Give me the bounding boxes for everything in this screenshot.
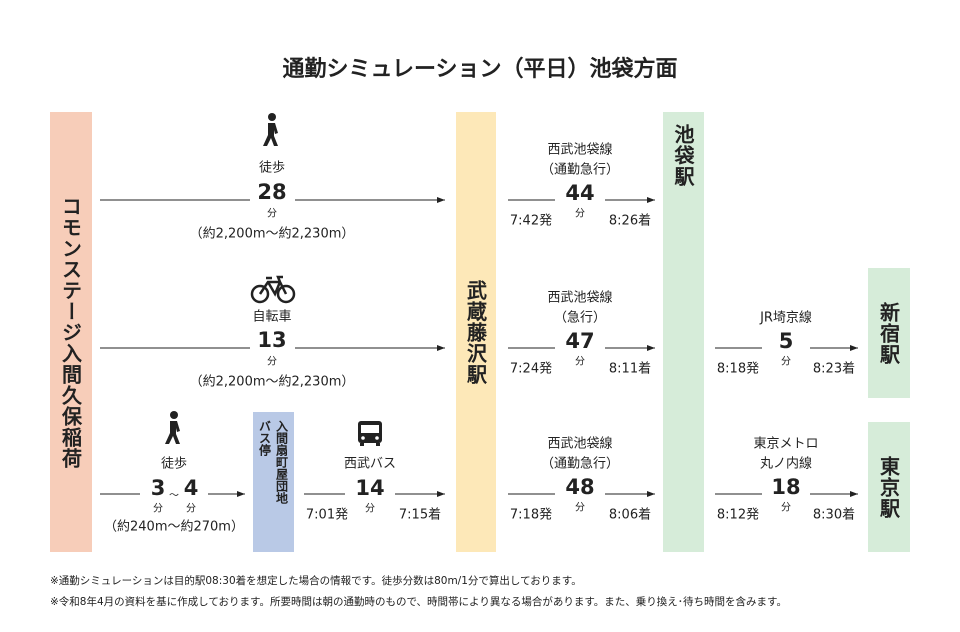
line-name: 西武池袋線: [547, 290, 613, 306]
minutes: 3: [150, 476, 166, 500]
bus-stop-line: バス停: [257, 420, 272, 456]
unit: 分: [267, 356, 277, 368]
minutes: 18: [771, 475, 801, 499]
bus-icon: [358, 421, 382, 446]
minutes: 47: [565, 329, 595, 353]
arrive: 8:26着: [608, 213, 652, 229]
unit: 分: [575, 356, 585, 368]
bus-stop-line: 入間扇町屋団地: [274, 420, 289, 504]
note: ※令和8年4月の資料を基に作成しております。所要時間は朝の通勤時のもので、時間帯…: [50, 596, 787, 608]
station-label: 武蔵藤沢駅: [463, 279, 488, 385]
unit: 分: [781, 502, 791, 514]
mode: 徒歩: [160, 456, 188, 472]
note: ※通勤シミュレーションは目的駅08:30着を想定した場合の情報です。徒歩分数は8…: [50, 575, 582, 587]
mode: 徒歩: [258, 160, 286, 176]
station-box: 東京駅: [868, 422, 910, 552]
depart: 7:42発: [509, 213, 553, 229]
depart: 8:18発: [716, 361, 760, 377]
line-name: （急行）: [553, 310, 607, 326]
unit: 分: [575, 208, 585, 220]
bus-stop-label: 入間扇町屋団地 バス停: [257, 420, 291, 504]
arrow-lines: [100, 197, 858, 497]
station-box: 武蔵藤沢駅: [456, 112, 496, 552]
arrive: 8:23着: [812, 361, 856, 377]
depart: 8:12発: [716, 507, 760, 523]
separator: ～: [169, 490, 179, 502]
minutes: 14: [355, 476, 385, 500]
line-name: （通勤急行）: [540, 456, 620, 472]
unit: 分: [575, 502, 585, 514]
station-label: 東京駅: [876, 455, 901, 519]
station-label: 新宿駅: [876, 301, 901, 365]
distance: （約2,200m～約2,230m）: [189, 226, 355, 242]
line-name: 西武池袋線: [547, 142, 613, 158]
unit: 分: [365, 503, 375, 515]
minutes: 13: [257, 328, 287, 352]
station-box: コモンステージ入間久保稲荷: [50, 112, 92, 552]
line-name: （通勤急行）: [540, 162, 620, 178]
minutes: 5: [778, 329, 794, 353]
minutes: 44: [565, 181, 595, 205]
walk-icon: [165, 411, 180, 444]
line-name: JR埼京線: [760, 310, 812, 326]
unit: 分: [153, 503, 163, 515]
unit: 分: [186, 503, 196, 515]
depart: 7:18発: [509, 507, 553, 523]
arrive: 8:06着: [608, 507, 652, 523]
distance: （約240m～約270m）: [104, 519, 244, 535]
station-box: 池袋駅: [663, 112, 704, 552]
depart: 7:01発: [305, 507, 349, 523]
mode: 自転車: [252, 309, 292, 325]
line-name: 西武バス: [343, 456, 397, 472]
walk-icon: [263, 113, 278, 146]
distance: （約2,200m～約2,230m）: [189, 374, 355, 390]
bus-stop-box: 入間扇町屋団地 バス停: [253, 412, 294, 552]
title: 通勤シミュレーション（平日）池袋方面: [282, 57, 678, 82]
arrive: 8:11着: [608, 361, 652, 377]
line-name: 丸ノ内線: [759, 456, 813, 472]
station-label: 池袋駅: [671, 124, 695, 187]
arrive: 8:30着: [812, 507, 856, 523]
arrive: 7:15着: [398, 507, 442, 523]
station-label: コモンステージ入間久保稲荷: [58, 195, 83, 469]
minutes: 28: [257, 180, 287, 204]
station-box: 新宿駅: [868, 268, 910, 398]
line-name: 西武池袋線: [547, 436, 613, 452]
unit: 分: [781, 356, 791, 368]
bicycle-icon: [250, 275, 296, 304]
depart: 7:24発: [509, 361, 553, 377]
line-name: 東京メトロ: [753, 436, 819, 452]
unit: 分: [267, 208, 277, 220]
minutes: 48: [565, 475, 595, 499]
minutes: 4: [183, 476, 199, 500]
